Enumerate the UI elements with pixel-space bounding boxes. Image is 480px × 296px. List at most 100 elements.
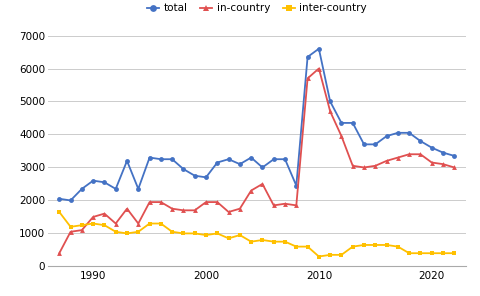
inter-country [215, 232, 220, 235]
total [90, 179, 96, 182]
in-country [384, 159, 389, 163]
total [180, 167, 186, 171]
in-country [361, 166, 367, 169]
inter-country [305, 245, 311, 248]
inter-country [260, 238, 265, 242]
inter-country [361, 243, 367, 247]
inter-country [429, 251, 434, 255]
total [237, 163, 243, 166]
inter-country [203, 233, 209, 237]
inter-country [113, 230, 119, 234]
inter-country [418, 251, 423, 255]
in-country [293, 204, 299, 207]
in-country [102, 212, 108, 215]
total [203, 176, 209, 179]
inter-country [338, 253, 344, 257]
total [350, 121, 356, 125]
inter-country [237, 233, 243, 237]
total [169, 157, 175, 161]
total [57, 197, 62, 201]
in-country [90, 215, 96, 219]
inter-country [327, 253, 333, 257]
in-country [327, 110, 333, 113]
in-country [192, 209, 198, 212]
total [395, 131, 401, 135]
total [113, 187, 119, 191]
inter-country [102, 223, 108, 227]
inter-country [192, 232, 198, 235]
inter-country [395, 245, 401, 248]
inter-country [79, 223, 85, 227]
inter-country [282, 240, 288, 243]
total [305, 55, 311, 59]
in-country [260, 182, 265, 186]
total [68, 199, 73, 202]
inter-country [440, 251, 446, 255]
in-country [79, 228, 85, 232]
inter-country [90, 222, 96, 225]
inter-country [158, 222, 164, 225]
in-country [316, 67, 322, 70]
in-country [350, 164, 356, 168]
total [248, 156, 254, 159]
total [429, 146, 434, 149]
total [271, 157, 276, 161]
total [282, 157, 288, 161]
total [372, 143, 378, 146]
inter-country [293, 245, 299, 248]
total [293, 184, 299, 187]
in-country [68, 230, 73, 234]
inter-country [271, 240, 276, 243]
in-country [338, 134, 344, 138]
total [451, 154, 457, 158]
total [338, 121, 344, 125]
inter-country [384, 243, 389, 247]
in-country [57, 251, 62, 255]
in-country [203, 200, 209, 204]
inter-country [180, 232, 186, 235]
in-country [113, 222, 119, 225]
total [406, 131, 412, 135]
total [226, 157, 231, 161]
inter-country [57, 210, 62, 214]
in-country [418, 152, 423, 156]
total [260, 166, 265, 169]
total [158, 157, 164, 161]
inter-country [372, 243, 378, 247]
in-country [169, 207, 175, 210]
in-country [237, 207, 243, 210]
inter-country [406, 251, 412, 255]
inter-country [169, 230, 175, 234]
in-country [282, 202, 288, 205]
total [147, 156, 153, 159]
inter-country [316, 255, 322, 258]
inter-country [68, 225, 73, 229]
in-country [271, 204, 276, 207]
inter-country [350, 245, 356, 248]
inter-country [124, 232, 130, 235]
total [215, 161, 220, 164]
in-country [180, 209, 186, 212]
total [102, 181, 108, 184]
in-country [147, 200, 153, 204]
in-country [215, 200, 220, 204]
Line: inter-country: inter-country [57, 210, 457, 259]
in-country [395, 156, 401, 159]
in-country [226, 210, 231, 214]
in-country [440, 163, 446, 166]
in-country [248, 189, 254, 192]
total [316, 47, 322, 51]
in-country [372, 164, 378, 168]
total [135, 187, 141, 191]
total [192, 174, 198, 178]
in-country [305, 77, 311, 80]
in-country [158, 200, 164, 204]
total [384, 134, 389, 138]
in-country [406, 152, 412, 156]
total [79, 187, 85, 191]
total [418, 139, 423, 143]
inter-country [451, 251, 457, 255]
inter-country [248, 240, 254, 243]
in-country [429, 161, 434, 164]
Legend: total, in-country, inter-country: total, in-country, inter-country [143, 0, 371, 17]
